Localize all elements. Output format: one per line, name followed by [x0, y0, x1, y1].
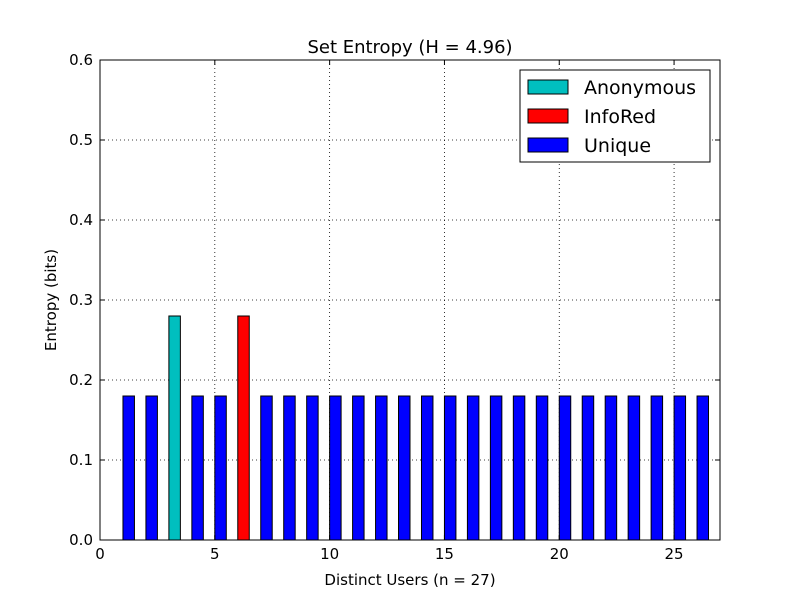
bar-unique	[191, 395, 204, 541]
x-tick-label: 5	[210, 545, 220, 563]
bar-infored	[237, 315, 250, 541]
bars	[122, 315, 710, 541]
y-tick-label: 0.1	[69, 451, 93, 469]
bar-unique	[352, 395, 365, 541]
y-tick-label: 0.5	[69, 131, 93, 149]
axis-ticks: 0 5 10 15 20 25 0.0 0.1 0.2 0.3 0.4 0.5 0.6	[69, 51, 720, 563]
y-tick-label: 0.6	[69, 51, 93, 69]
bar-unique	[696, 395, 710, 541]
legend-swatch-unique	[527, 137, 569, 153]
bar-unique	[145, 395, 158, 541]
bar-unique	[512, 395, 526, 541]
y-tick-label: 0.0	[69, 531, 93, 549]
bar-unique	[535, 395, 549, 541]
bar-unique	[558, 395, 572, 541]
bar-unique	[122, 395, 135, 541]
legend-label-unique: Unique	[584, 135, 651, 157]
bar-unique	[375, 395, 388, 541]
x-tick-label: 20	[550, 545, 569, 563]
y-axis-label: Entropy (bits)	[42, 249, 60, 351]
bar-unique	[214, 395, 227, 541]
y-tick-label: 0.3	[69, 291, 93, 309]
x-tick-label: 0	[95, 545, 105, 563]
y-tick-label: 0.4	[69, 211, 93, 229]
bar-unique	[650, 395, 664, 541]
bar-anonymous	[168, 315, 181, 541]
x-tick-label: 15	[435, 545, 454, 563]
bar-unique	[283, 395, 296, 541]
legend-label-anonymous: Anonymous	[584, 77, 696, 99]
bar-unique	[627, 395, 641, 541]
legend-label-infored: InfoRed	[584, 106, 656, 128]
bar-unique	[489, 395, 503, 541]
bar-unique	[260, 395, 273, 541]
bar-unique	[420, 395, 434, 541]
legend-swatch-infored	[527, 108, 569, 124]
bar-unique	[306, 395, 319, 541]
bar-unique	[329, 395, 342, 541]
y-tick-label: 0.2	[69, 371, 93, 389]
legend-swatch-anonymous	[527, 79, 569, 95]
x-tick-label: 10	[320, 545, 339, 563]
chart-title: Set Entropy (H = 4.96)	[307, 37, 512, 58]
x-axis-label: Distinct Users (n = 27)	[324, 571, 495, 589]
bar-unique	[466, 395, 480, 541]
bar-unique	[398, 395, 411, 541]
legend: Anonymous InfoRed Unique	[519, 69, 711, 163]
bar-unique	[443, 395, 457, 541]
bar-unique	[673, 395, 687, 541]
x-tick-label: 25	[665, 545, 684, 563]
bar-unique	[581, 395, 595, 541]
bar-unique	[604, 395, 618, 541]
